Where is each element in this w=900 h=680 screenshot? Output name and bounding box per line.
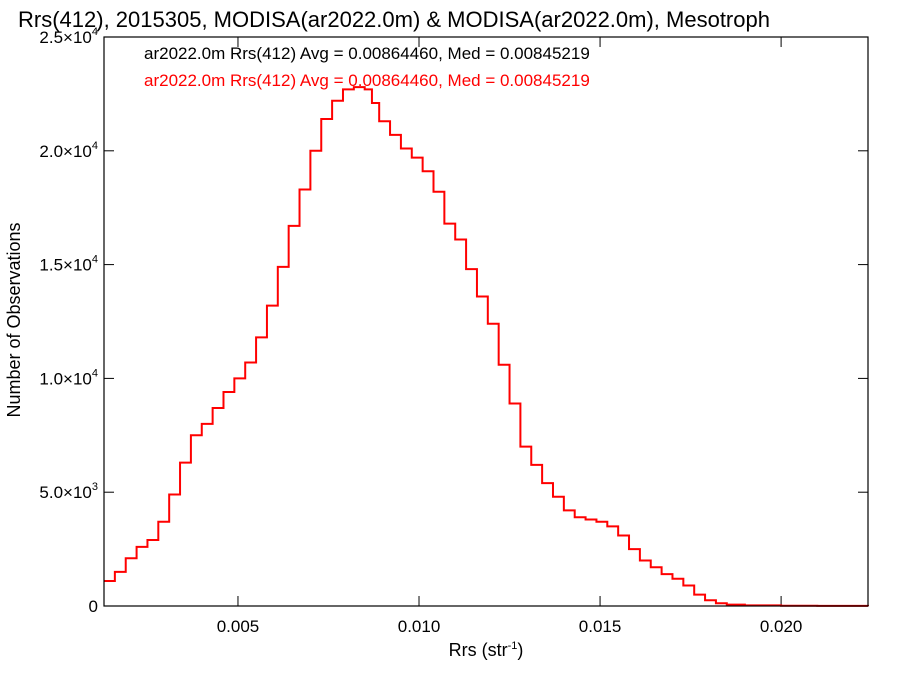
y-tick-mantissa: 1.5×10 <box>39 256 91 275</box>
y-tick-label: 2.0×104 <box>39 140 98 161</box>
y-axis-title-group: Number of Observations <box>4 222 24 417</box>
x-axis-title: Rrs (str-1) <box>449 640 524 660</box>
y-tick-exponent: 4 <box>92 26 98 38</box>
x-axis-title-sup: -1 <box>508 640 518 652</box>
y-tick-exponent: 4 <box>92 367 98 379</box>
y-tick-label: 0 <box>89 597 98 616</box>
x-tick-label: 0.015 <box>579 617 622 636</box>
y-tick-mantissa: 1.0×10 <box>39 369 91 388</box>
chart-title: Rrs(412), 2015305, MODISA(ar2022.0m) & M… <box>18 7 770 32</box>
legend-annotation: ar2022.0m Rrs(412) Avg = 0.00864460, Med… <box>144 44 590 63</box>
x-tick-label: 0.020 <box>760 617 803 636</box>
y-tick-exponent: 4 <box>92 254 98 266</box>
annotation-layer: ar2022.0m Rrs(412) Avg = 0.00864460, Med… <box>144 44 590 90</box>
y-tick-label: 5.0×103 <box>39 481 98 502</box>
plot-frame <box>103 36 869 607</box>
y-tick-mantissa: 2.5×10 <box>39 28 91 47</box>
tick-layer: 0.005 0.010 0.015 0.02005.0×1031.0×1041.5×1… <box>39 26 868 636</box>
x-axis-title-tail: ) <box>517 640 523 660</box>
y-tick-exponent: 4 <box>92 140 98 152</box>
y-tick-mantissa: 5.0×10 <box>39 483 91 502</box>
y-tick-exponent: 3 <box>92 481 98 493</box>
y-tick-mantissa: 0 <box>89 597 98 616</box>
histogram-series-line <box>104 86 869 607</box>
y-tick-mantissa: 2.0×10 <box>39 142 91 161</box>
x-tick-label: 0.005 <box>217 617 260 636</box>
x-tick-label: 0.010 <box>398 617 441 636</box>
y-axis-title: Number of Observations <box>4 222 24 417</box>
series-layer <box>104 86 869 607</box>
y-tick-label: 1.5×104 <box>39 254 98 275</box>
y-tick-label: 1.0×104 <box>39 367 98 388</box>
legend-annotation: ar2022.0m Rrs(412) Avg = 0.00864460, Med… <box>144 71 590 90</box>
x-axis-title-main: Rrs (str <box>449 640 508 660</box>
y-tick-label: 2.5×104 <box>39 26 98 47</box>
